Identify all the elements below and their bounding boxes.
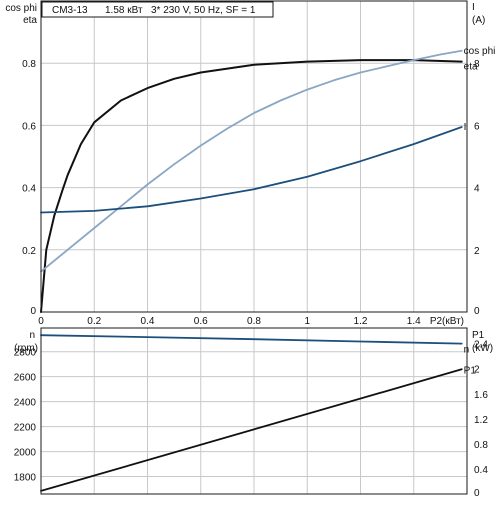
upper-plot-frame <box>40 0 468 313</box>
y-left-tick-label: 2000 <box>14 448 37 459</box>
lower-gridlines <box>41 328 467 494</box>
x-tick-label: 0.2 <box>87 316 101 327</box>
y-right-tick-label: 2.4 <box>474 340 488 351</box>
y-right-axis-label: (A) <box>472 15 485 26</box>
y-right-tick-label: 4 <box>474 184 480 195</box>
y-right-axis-label: (kW) <box>472 343 493 354</box>
y-right-tick-label: 1.6 <box>474 390 488 401</box>
header-background <box>41 1 274 18</box>
series-label-n: n <box>464 345 470 356</box>
y-right-tick-label: 6 <box>474 121 480 132</box>
header-supply: 3* 230 V, 50 Hz, SF = 1 <box>151 5 256 16</box>
series-line-cos-phi <box>40 49 463 273</box>
x-tick-label: 0.4 <box>141 316 155 327</box>
header-box: CM3-13 1.58 кВт 3* 230 V, 50 Hz, SF = 1 <box>41 1 274 18</box>
y-right-tick-label: 0.8 <box>474 440 488 451</box>
labels-layer: 0 0.2 0.4 0.6 0.8 1 1.2 1.40.20.40.60.80 02468P2… <box>5 2 495 499</box>
y-left-tick-label: 2400 <box>14 398 37 409</box>
y-right-tick-label: 8 <box>474 59 480 70</box>
y-left-tick-label: 0.8 <box>22 59 36 70</box>
x-tick-label: 1.2 <box>354 316 368 327</box>
x-tick-label: 1 <box>304 316 310 327</box>
y-right-axis-label: P1 <box>472 330 485 341</box>
x-axis-label: P2(кВт) <box>430 316 464 327</box>
y-left-tick-label: 0.2 <box>22 246 36 257</box>
y-right-tick-label: 0 <box>474 306 480 317</box>
series-layer <box>40 49 463 492</box>
x-tick-label: 1.4 <box>407 316 421 327</box>
series-label-I: I <box>464 122 467 133</box>
y-left-tick-label: 2600 <box>14 373 37 384</box>
y-left-axis-label: cos phi <box>5 3 37 14</box>
y-right-tick-label: 1.2 <box>474 415 488 426</box>
y-left-axis-label: (rpm) <box>14 343 38 354</box>
series-line-P1 <box>40 368 463 492</box>
y-left-tick-label: 2800 <box>14 348 37 359</box>
y-left-tick-label: 2200 <box>14 423 37 434</box>
x-tick-label: 0.8 <box>247 316 261 327</box>
header-power: 1.58 кВт <box>105 5 143 16</box>
x-tick-label: 0 <box>38 316 44 327</box>
y-left-tick-label: 0 <box>30 306 36 317</box>
header-model: CM3-13 <box>52 5 88 16</box>
series-label-cos-phi: cos phi <box>464 46 496 57</box>
y-left-axis-label: eta <box>23 15 37 26</box>
lower-plot-frame <box>40 327 468 495</box>
series-label-eta: eta <box>464 62 478 73</box>
series-line-n <box>40 334 463 345</box>
y-right-tick-label: 0.4 <box>474 465 488 476</box>
upper-gridlines <box>41 1 467 312</box>
y-right-tick-label: 2 <box>474 246 480 257</box>
y-left-tick-label: 1800 <box>14 473 37 484</box>
y-left-axis-label: n <box>29 330 35 341</box>
series-line-I <box>40 126 463 214</box>
series-label-P1: P1 <box>464 365 477 376</box>
y-left-tick-label: 0.6 <box>22 121 36 132</box>
y-left-tick-label: 0.4 <box>22 184 36 195</box>
y-right-axis-label: I <box>472 2 475 13</box>
x-tick-label: 0.6 <box>194 316 208 327</box>
y-right-tick-label: 0 <box>474 488 480 499</box>
series-line-eta <box>40 59 463 313</box>
y-right-tick-label: 2 <box>474 365 480 376</box>
